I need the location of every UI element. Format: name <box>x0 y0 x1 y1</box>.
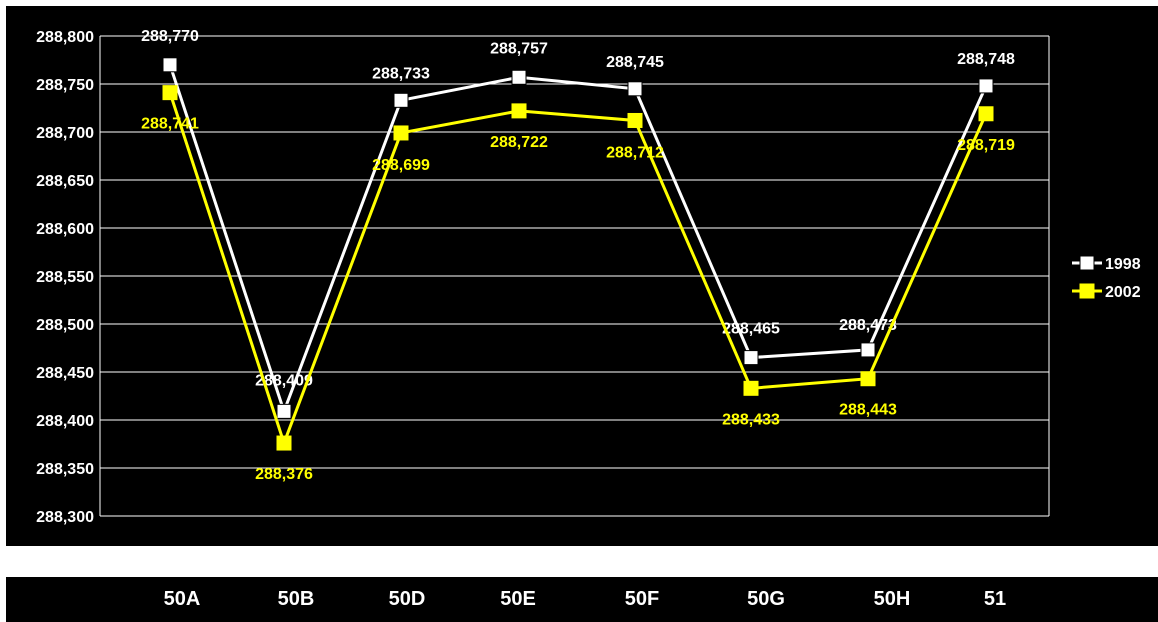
data-point-1998 <box>162 57 178 73</box>
data-point-1998 <box>511 69 527 85</box>
chart-panel: 288,300 288,350 288,400 288,450 288,500 288,5… <box>6 6 1158 546</box>
legend-marker <box>1079 255 1095 271</box>
data-point-1998 <box>860 342 876 358</box>
category-label: 50B <box>277 588 315 610</box>
data-point-1998 <box>743 350 759 366</box>
data-label-1998: 288,770 <box>141 28 199 45</box>
data-point-1998 <box>276 403 292 419</box>
data-point-2002 <box>978 106 994 122</box>
y-tick-label: 288,550 <box>36 269 94 286</box>
category-label: 50G <box>747 588 785 610</box>
category-label: 50H <box>873 588 911 610</box>
y-tick-label: 288,450 <box>36 365 94 382</box>
y-tick-label: 288,300 <box>36 509 94 526</box>
category-axis-bar: 50A 50B 50D 50E 50F 50G 50H 51 <box>6 577 1158 622</box>
category-label: 50F <box>624 588 660 610</box>
data-label-1998: 288,757 <box>490 40 548 57</box>
data-point-2002 <box>860 371 876 387</box>
data-label-2002: 288,712 <box>606 144 664 161</box>
line-chart: 288,300 288,350 288,400 288,450 288,500 288,5… <box>36 28 1141 526</box>
legend-label: 2002 <box>1105 284 1141 301</box>
data-label-1998: 288,409 <box>255 372 313 389</box>
category-label: 51 <box>983 588 1007 610</box>
category-label: 50A <box>163 588 201 610</box>
series-line-2002 <box>168 92 988 448</box>
data-label-2002: 288,443 <box>839 402 897 419</box>
y-tick-label: 288,600 <box>36 221 94 238</box>
legend-label: 1998 <box>1105 256 1141 273</box>
data-label-2002: 288,722 <box>490 134 548 151</box>
data-point-2002 <box>162 85 178 101</box>
data-point-1998 <box>627 81 643 97</box>
y-tick-label: 288,350 <box>36 461 94 478</box>
data-point-2002 <box>393 125 409 141</box>
y-tick-label: 288,500 <box>36 317 94 334</box>
series-line-1998 <box>168 64 988 416</box>
data-label-1998: 288,733 <box>372 65 430 82</box>
data-label-2002: 288,699 <box>372 157 430 174</box>
data-label-1998: 288,745 <box>606 54 664 71</box>
category-label: 50E <box>500 588 536 610</box>
y-tick-label: 288,400 <box>36 413 94 430</box>
y-tick-label: 288,650 <box>36 173 94 190</box>
data-point-2002 <box>511 103 527 119</box>
legend-marker <box>1079 283 1095 299</box>
y-tick-label: 288,800 <box>36 29 94 46</box>
data-label-2002: 288,741 <box>141 116 199 133</box>
data-label-1998: 288,465 <box>722 321 780 338</box>
data-point-1998 <box>393 92 409 108</box>
data-label-1998: 288,748 <box>957 51 1015 68</box>
data-label-2002: 288,376 <box>255 466 313 483</box>
category-label: 50D <box>388 588 426 610</box>
data-point-2002 <box>627 112 643 128</box>
y-tick-label: 288,700 <box>36 125 94 142</box>
data-point-2002 <box>276 435 292 451</box>
data-point-1998 <box>978 78 994 94</box>
data-label-2002: 288,719 <box>957 137 1015 154</box>
data-point-2002 <box>743 380 759 396</box>
y-tick-label: 288,750 <box>36 77 94 94</box>
data-label-1998: 288,473 <box>839 317 897 334</box>
data-label-2002: 288,433 <box>722 411 780 428</box>
